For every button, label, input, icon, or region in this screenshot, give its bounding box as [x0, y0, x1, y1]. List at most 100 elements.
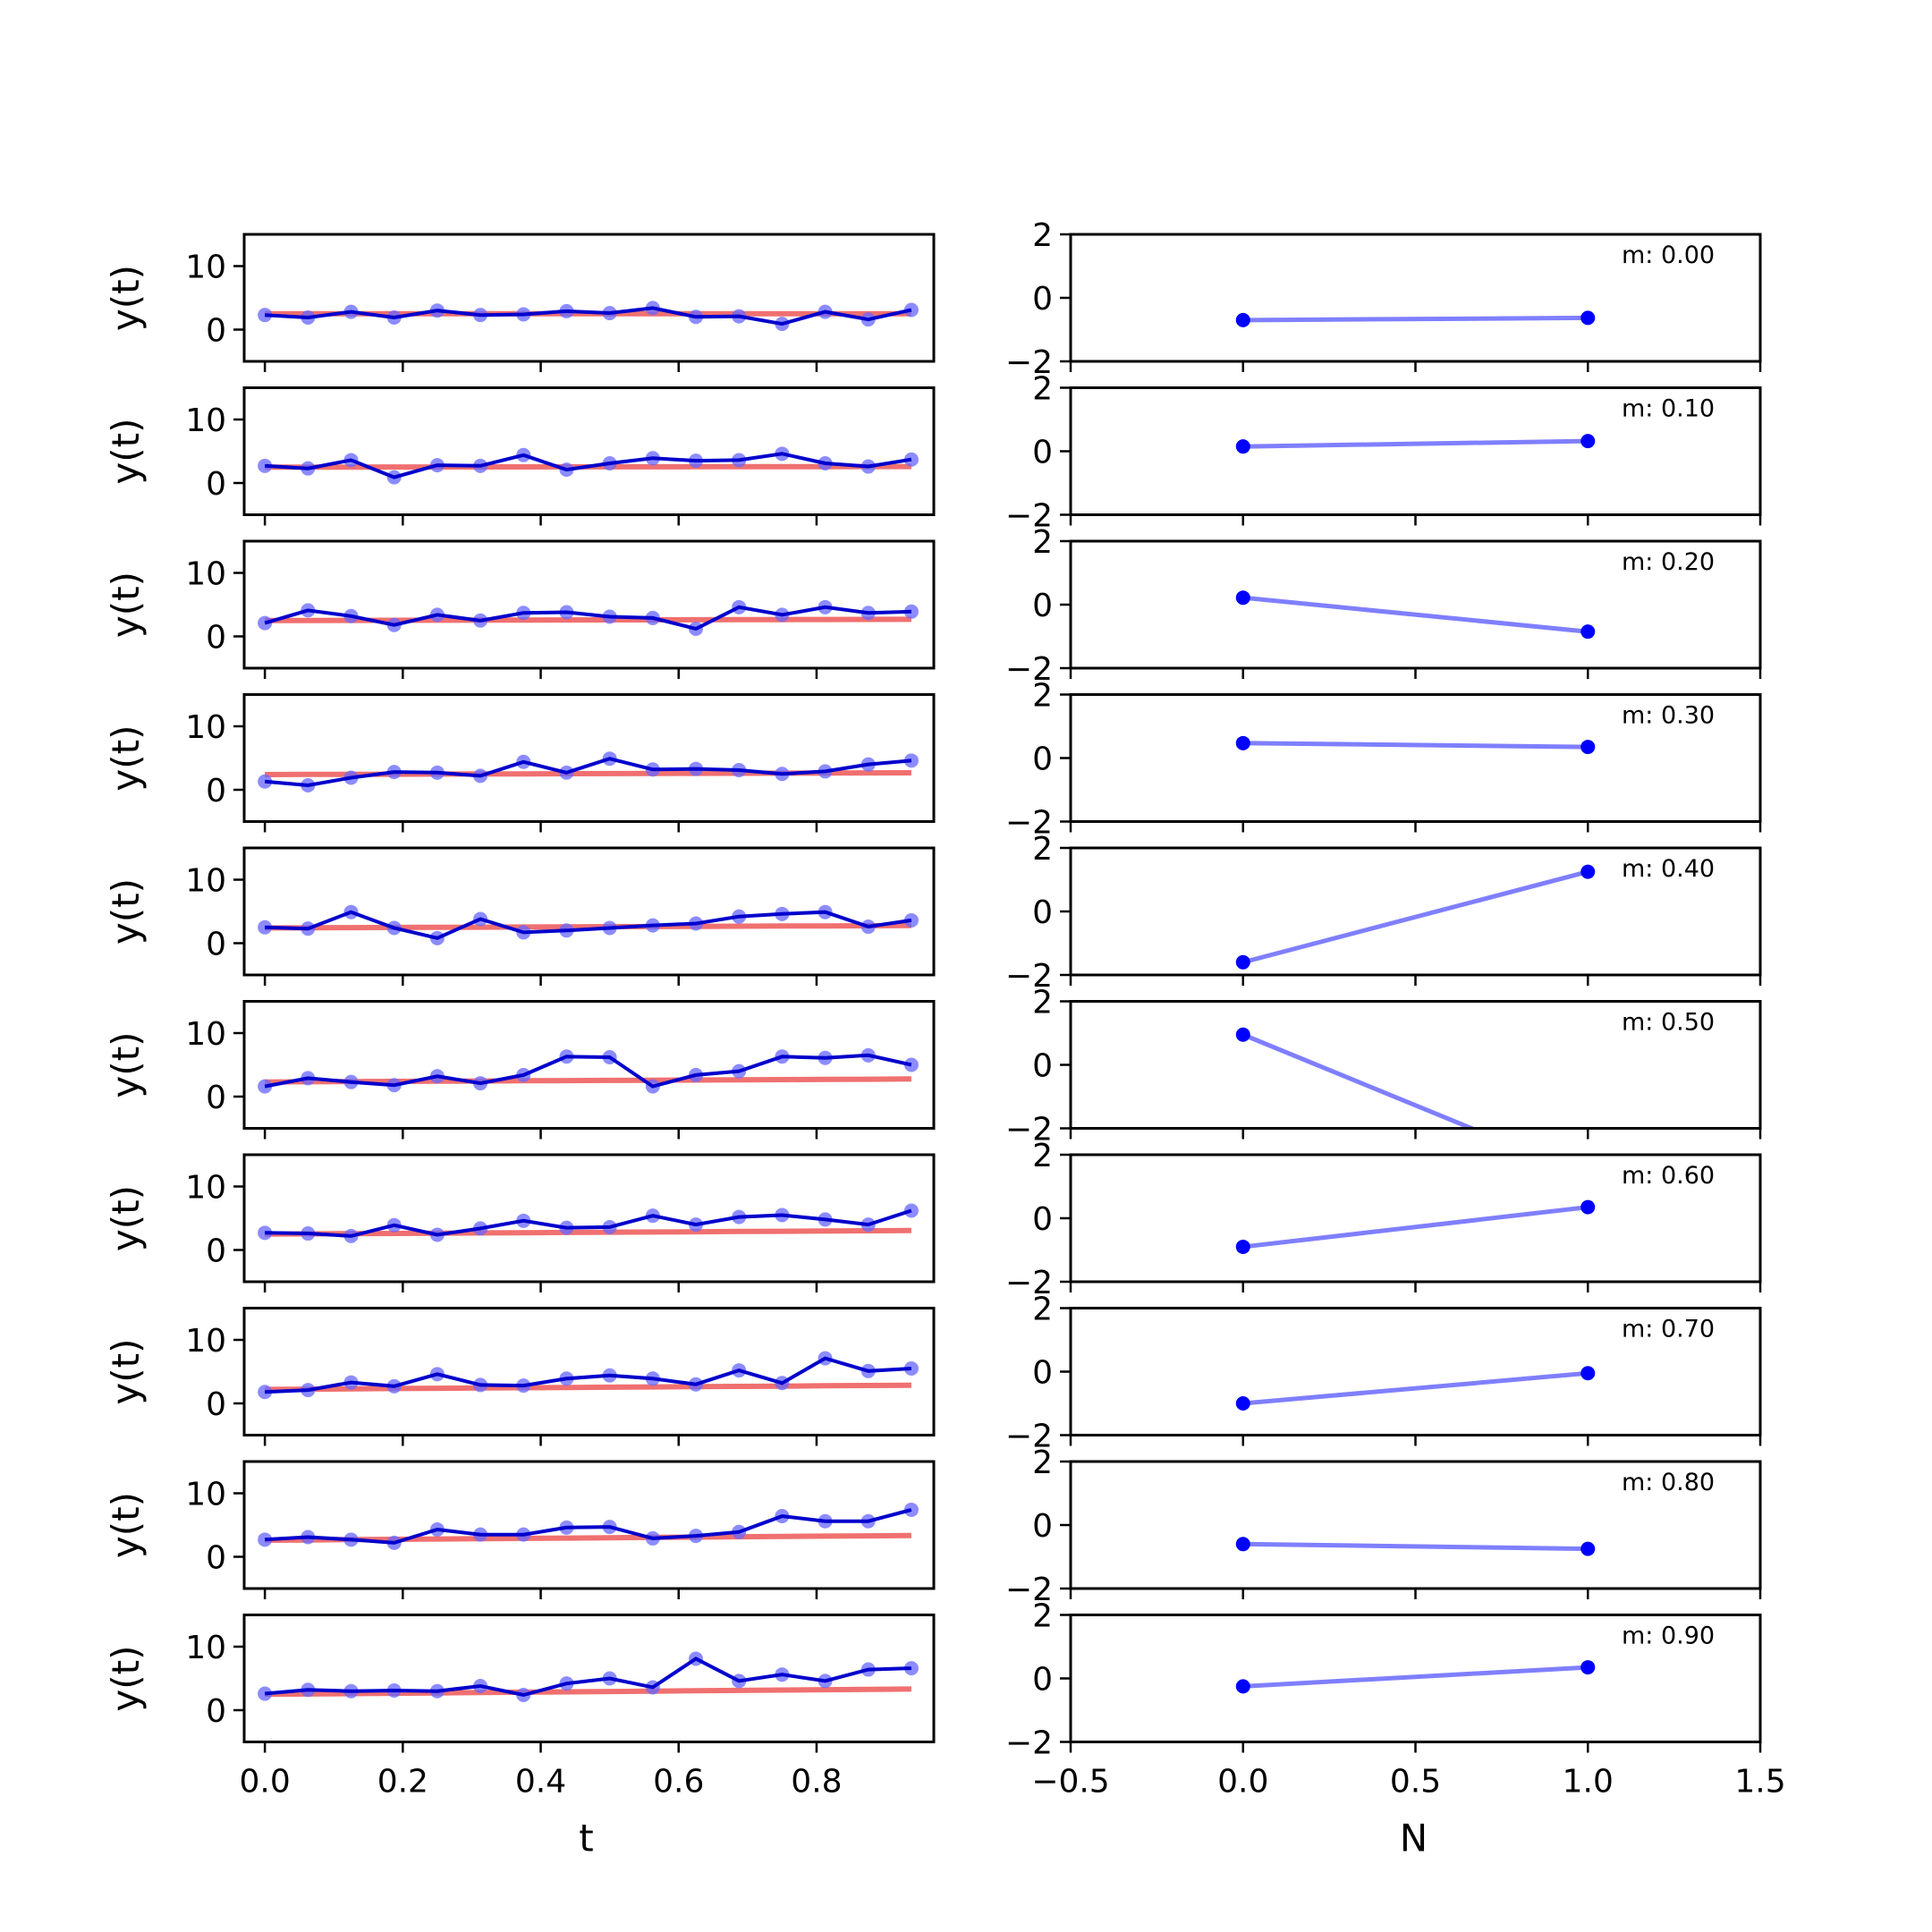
y-tick-label: 2: [1032, 1445, 1053, 1481]
y-axis-label: y(t): [104, 1645, 148, 1711]
y-tick-label: −2: [1005, 805, 1053, 842]
data-line: [264, 605, 911, 631]
y-axis-label: y(t): [104, 418, 148, 484]
right-panel-3: −2 0 2 m: 0.30: [1005, 678, 1762, 842]
y-tick-label: 0: [206, 620, 226, 657]
left-plot-area-9: [258, 1651, 919, 1702]
right-point: [1580, 1366, 1596, 1381]
right-point: [1235, 954, 1250, 970]
data-point: [903, 452, 919, 467]
right-point: [1580, 1169, 1595, 1183]
right-plot-area-0: [1235, 310, 1596, 327]
right-point: [1580, 434, 1596, 449]
y-tick-label: 2: [1032, 1138, 1053, 1174]
y-tick-label: 0: [206, 1080, 226, 1116]
fit-line: [265, 922, 911, 931]
right-point: [1235, 1537, 1250, 1552]
y-tick-label: 0: [206, 1386, 226, 1423]
right-panel-0: −2 0 2 m: 0.00: [1005, 217, 1762, 381]
y-tick-label: −2: [1005, 344, 1053, 381]
m-annotation: m: 0.60: [1622, 1162, 1715, 1190]
data-line: [264, 757, 912, 788]
fit-line: [265, 1227, 911, 1237]
right-line: [1242, 1541, 1589, 1552]
right-point: [1235, 590, 1250, 606]
y-tick-label: −2: [1005, 958, 1053, 995]
left-frame: [242, 1614, 936, 1743]
y-tick-label: 10: [185, 1016, 226, 1053]
y-tick-label: −2: [1005, 1112, 1053, 1148]
x-tick-label: 1.0: [1563, 1764, 1614, 1801]
y-tick-label: 0: [206, 1233, 226, 1270]
right-panel-4: −2 0 2 m: 0.40: [1005, 831, 1762, 995]
right-point: [1235, 1027, 1250, 1042]
right-plot-area-6: [1235, 1199, 1596, 1254]
right-panel-2: −2 0 2 m: 0.20: [1005, 524, 1762, 688]
x-tick-label: 0.2: [377, 1764, 428, 1801]
right-line: [1242, 1370, 1589, 1406]
m-annotation: m: 0.90: [1622, 1623, 1715, 1650]
y-tick-label: 2: [1032, 678, 1053, 715]
y-tick-label: 0: [206, 773, 226, 809]
y-tick-label: 0: [206, 313, 226, 350]
data-point: [903, 753, 919, 768]
right-plot-area-1: [1235, 434, 1596, 454]
left-panel-7: 0 10 y(t): [104, 1307, 936, 1446]
data-point: [903, 1057, 919, 1072]
right-line: [1242, 1665, 1589, 1689]
x-tick-label: 1.5: [1734, 1764, 1785, 1801]
right-point: [1235, 1679, 1250, 1694]
data-line: [265, 1208, 912, 1238]
right-point: [1235, 1396, 1250, 1411]
right-panel-1: −2 0 2 m: 0.10: [1005, 371, 1762, 535]
left-frame: [242, 693, 936, 823]
right-panel-9: −2 0 2 −0.5 0.0 0.5 1.0 1.5 m: 0.90: [1005, 1598, 1786, 1801]
left-panel-5: 0 10 y(t): [104, 1000, 936, 1140]
right-plot-area-5: [1235, 1027, 1595, 1183]
y-tick-label: −2: [1005, 651, 1053, 688]
right-plot-area-7: [1235, 1366, 1596, 1411]
right-line: [1242, 595, 1589, 634]
y-axis-label: y(t): [104, 572, 148, 638]
y-tick-label: 2: [1032, 985, 1053, 1021]
right-line: [1242, 741, 1589, 750]
right-plot-area-4: [1235, 864, 1596, 970]
left-panel-6: 0 10 y(t): [104, 1153, 936, 1292]
y-tick-label: 0: [1032, 894, 1053, 931]
m-annotation: m: 0.70: [1622, 1316, 1715, 1343]
right-point: [1580, 1199, 1596, 1215]
left-panel-2: 0 10 y(t): [104, 539, 936, 679]
y-tick-label: 10: [185, 402, 226, 439]
y-tick-label: −2: [1005, 1419, 1053, 1455]
right-panel-8: −2 0 2 m: 0.80: [1005, 1445, 1762, 1608]
data-point: [903, 912, 919, 928]
right-point: [1580, 740, 1596, 755]
right-line: [1242, 869, 1589, 965]
left-panel-3: 0 10 y(t): [104, 693, 936, 833]
y-tick-label: −2: [1005, 1572, 1053, 1608]
y-tick-label: 0: [1032, 1201, 1053, 1238]
left-plot-area-3: [258, 751, 919, 793]
m-annotation: m: 0.30: [1622, 702, 1715, 730]
left-frame: [242, 386, 936, 516]
right-point: [1235, 1239, 1250, 1254]
right-line: [1242, 315, 1589, 323]
y-tick-label: 2: [1032, 1292, 1053, 1328]
right-plot-area-9: [1235, 1660, 1596, 1694]
data-point: [903, 1661, 919, 1676]
data-point: [903, 604, 919, 619]
fit-line: [265, 1076, 911, 1085]
y-axis-label: y(t): [104, 1492, 148, 1558]
m-annotation: m: 0.80: [1622, 1469, 1715, 1496]
y-tick-label: 0: [1032, 588, 1053, 624]
left-panel-9: 0 10 0.0 0.2 0.4 0.6 0.8 y(t): [104, 1614, 936, 1801]
y-tick-label: 10: [185, 1477, 226, 1513]
m-annotation: m: 0.00: [1622, 242, 1715, 269]
y-tick-label: 0: [1032, 1508, 1053, 1545]
left-panel-4: 0 10 y(t): [104, 846, 936, 986]
left-frame: [242, 1307, 936, 1436]
y-tick-label: 0: [1032, 1355, 1053, 1392]
data-line: [264, 452, 912, 479]
right-line: [1241, 1032, 1478, 1129]
